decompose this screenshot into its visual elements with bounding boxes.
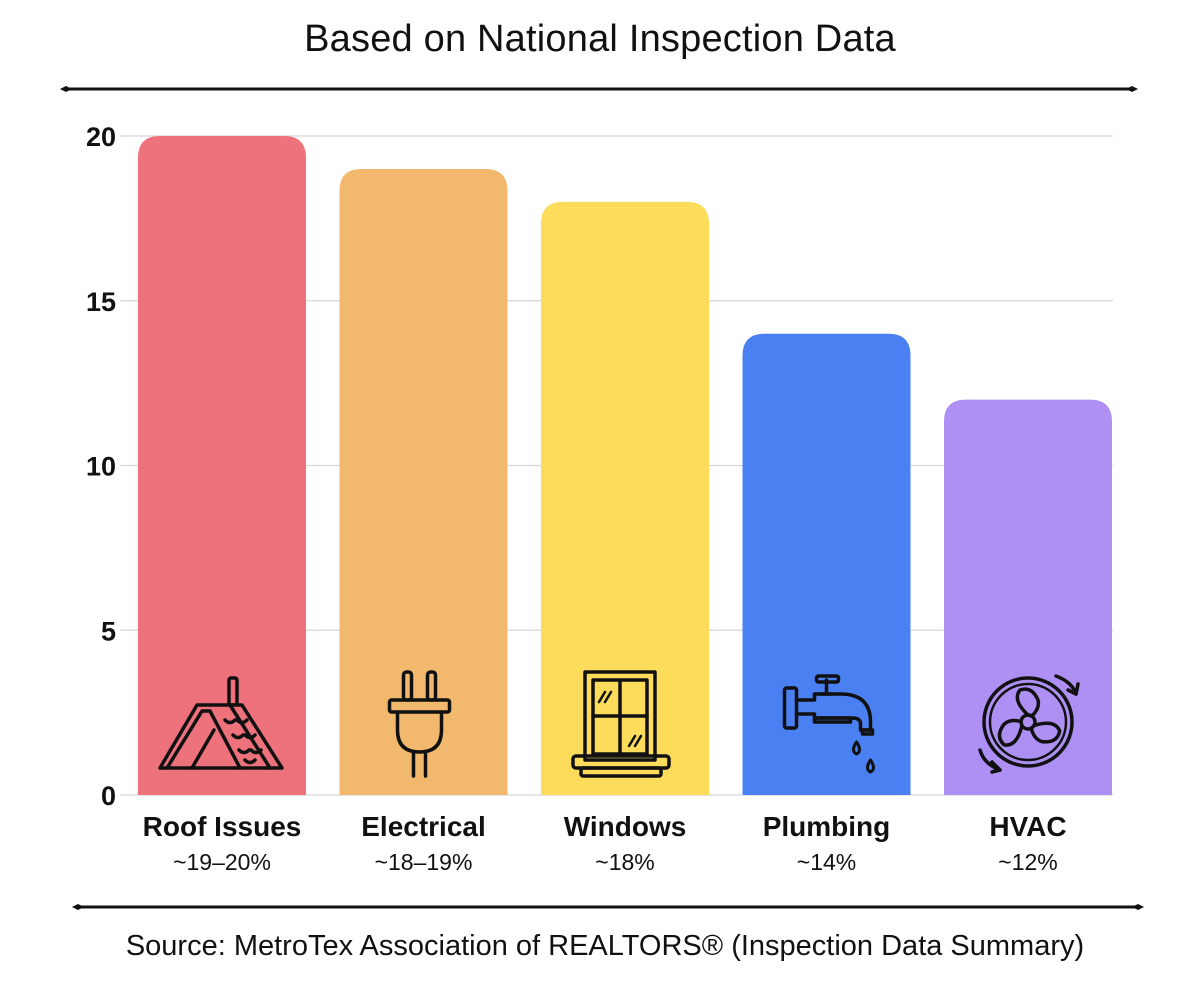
chart-title: Based on National Inspection Data [304,18,896,60]
y-tick-label: 0 [101,781,116,811]
fan-icon [978,674,1080,774]
top-divider [60,86,1138,92]
window-icon [571,670,671,778]
y-tick-label: 5 [101,616,116,646]
value-label: ~19–20% [173,849,271,875]
bar-icons [158,670,1080,778]
bars [138,136,1112,795]
bottom-divider [72,904,1144,910]
value-label: ~14% [797,849,856,875]
category-labels: Roof Issues ~19–20% Electrical ~18–19% Windo… [143,811,1067,875]
roof-icon [158,676,284,770]
source-note: Source: MetroTex Association of REALTORS… [125,930,1085,962]
bar-plumbing [742,333,911,795]
faucet-icon [782,674,875,774]
category-label: Plumbing [763,811,891,842]
y-axis-ticks: 0 5 10 15 20 [86,122,116,811]
y-tick-label: 15 [86,287,116,317]
category-label: HVAC [989,811,1066,842]
category-label: Electrical [361,811,486,842]
plug-icon [387,670,452,778]
y-tick-label: 10 [86,452,116,482]
y-tick-label: 20 [86,122,116,152]
value-label: ~12% [998,849,1057,875]
bar-windows [541,201,709,795]
category-label: Roof Issues [143,811,302,842]
bar-electrical [339,168,508,795]
bar-roof-issues [138,136,306,795]
value-label: ~18% [595,849,654,875]
bar-hvac [944,399,1112,795]
category-label: Windows [564,811,687,842]
value-label: ~18–19% [375,849,473,875]
